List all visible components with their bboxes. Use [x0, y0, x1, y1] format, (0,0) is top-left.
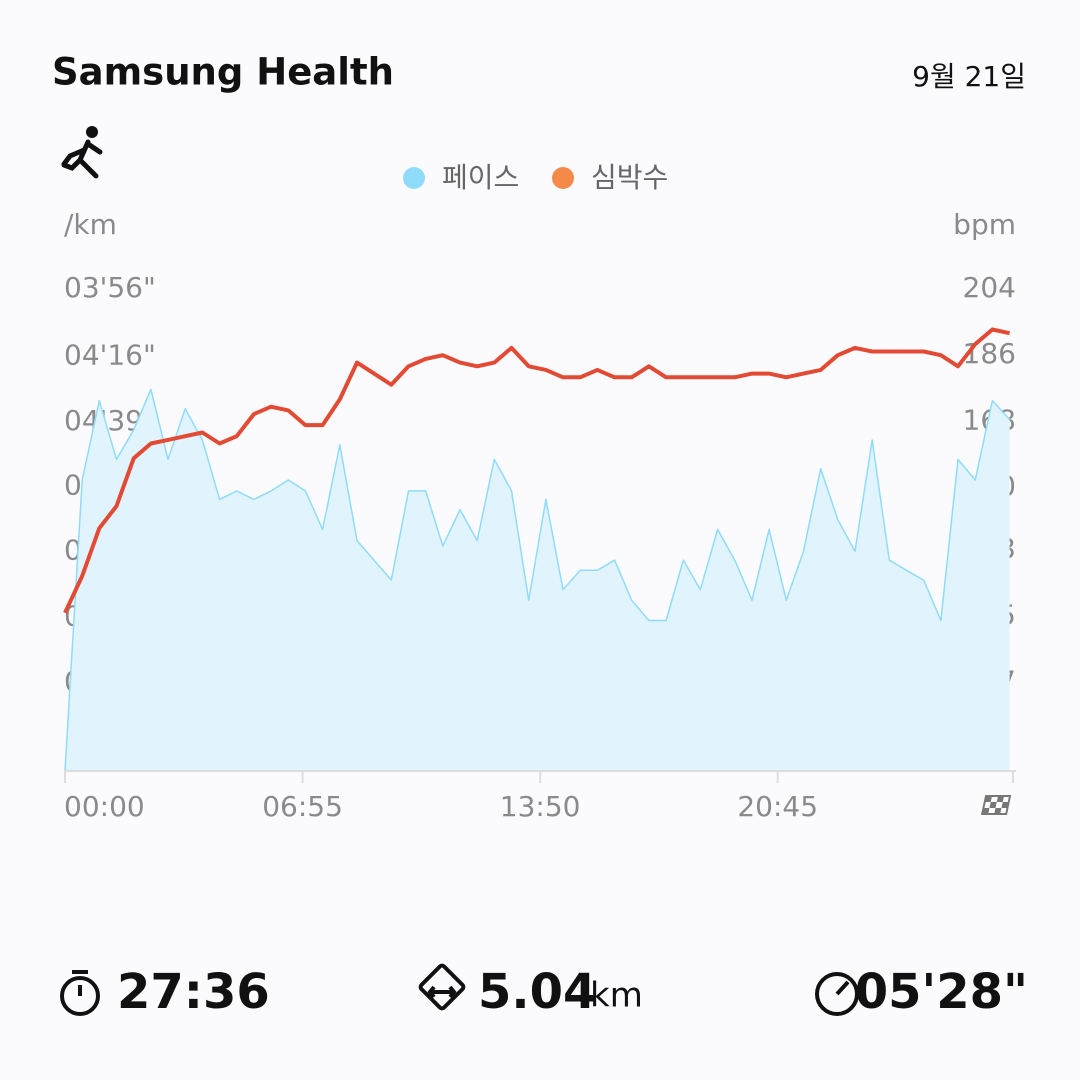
y-tick-label: 04'16" [64, 338, 156, 371]
legend-marker [403, 167, 425, 189]
pace-line [64, 388, 1011, 772]
heart-rate-line [63, 327, 1011, 614]
pace-area [65, 389, 1010, 771]
legend-marker [552, 167, 574, 189]
x-tick-label: 20:45 [737, 790, 818, 823]
finish-flag [980, 795, 1012, 815]
date: 9월 21일 [912, 60, 1026, 93]
x-tick-label: 06:55 [262, 790, 343, 823]
pace-icon [815, 972, 859, 1016]
y2-unit: bpm [953, 208, 1016, 241]
legend-label: 심박수 [591, 161, 668, 194]
distance-unit: km [590, 976, 643, 1016]
y-unit: /km [64, 208, 117, 241]
run-icon [61, 126, 103, 179]
legend-label: 페이스 [442, 161, 519, 194]
y2-tick-label: 186 [963, 337, 1016, 370]
x-tick-label: 13:50 [500, 790, 581, 823]
plot: 03'56"04'16"04'39"05'06"05'39"06'21"07'1… [63, 271, 1016, 823]
distance-icon [418, 963, 466, 1011]
duration: 27:36 [117, 964, 270, 1020]
x-tick-label: 00:00 [64, 790, 145, 823]
avg-pace: 05'28" [855, 964, 1028, 1020]
y-tick-label: 03'56" [64, 271, 156, 304]
timer-icon [60, 970, 100, 1016]
app-title: Samsung Health [52, 51, 394, 94]
distance: 5.04 [478, 964, 596, 1020]
y2-tick-label: 204 [963, 271, 1016, 304]
